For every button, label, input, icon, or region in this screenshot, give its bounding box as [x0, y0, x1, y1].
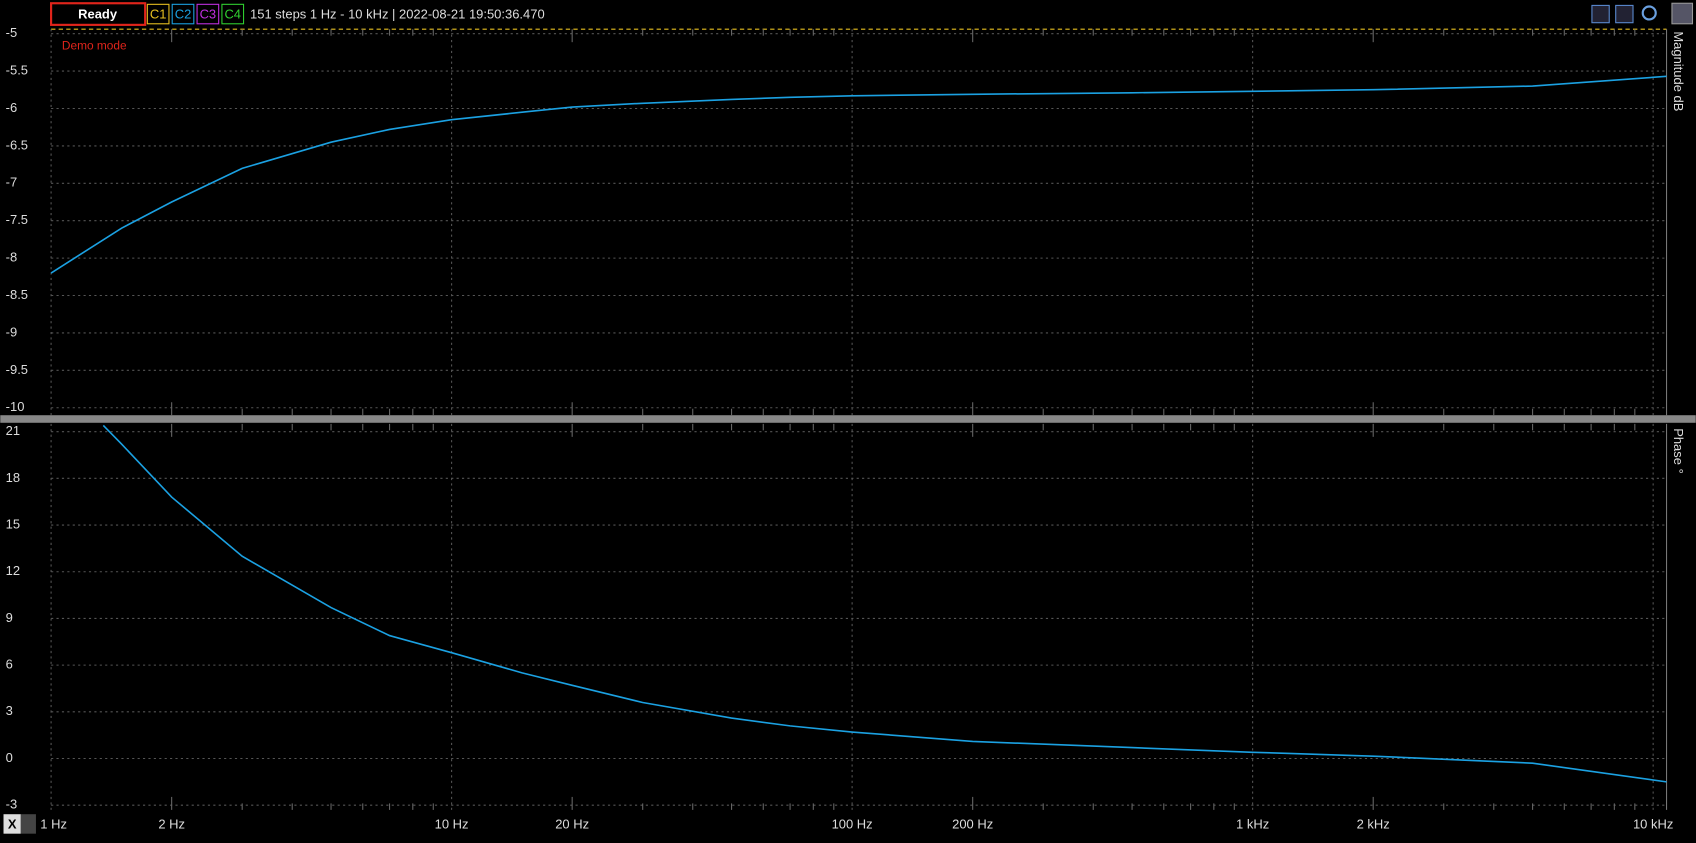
x-tick-label: 10 kHz [1633, 816, 1673, 831]
y-tick-label: -8.5 [6, 287, 28, 302]
status: Ready [78, 7, 118, 22]
y-tick-label: -7 [6, 175, 18, 190]
channel-box[interactable] [171, 3, 195, 25]
y-tick-label: -7.5 [6, 212, 28, 227]
series-line [102, 424, 1667, 783]
y-tick-label: -5 [6, 25, 18, 40]
y-tick-label: 21 [6, 423, 20, 438]
x-tick-label: 200 Hz [952, 816, 993, 831]
series-line [50, 75, 1667, 274]
x-tick-label: 20 Hz [555, 816, 589, 831]
y-tick-label: 12 [6, 563, 20, 578]
splitter[interactable] [0, 415, 1696, 423]
y-tick-label: -8 [6, 250, 18, 265]
channel-box[interactable] [221, 3, 245, 25]
x-tick-label: 2 kHz [1357, 816, 1390, 831]
x-tick-label: 1 Hz [40, 816, 67, 831]
dropdown-arrow[interactable] [20, 814, 36, 834]
icon-button[interactable] [1591, 4, 1610, 24]
x-tick-label: 2 Hz [158, 816, 185, 831]
y-tick-label: 15 [6, 516, 20, 531]
y-axis-label: Magnitude dB [1671, 31, 1686, 111]
channel-box[interactable] [146, 3, 170, 25]
y-axis-label: Phase ° [1671, 428, 1686, 474]
channel: C4 [224, 7, 241, 22]
annotation: Demo mode [62, 39, 127, 53]
y-tick-label: -3 [6, 797, 18, 812]
y-tick-label: 6 [6, 657, 13, 672]
y-tick-label: -6 [6, 100, 18, 115]
y-tick-label: 0 [6, 750, 13, 765]
channel: C1 [150, 7, 167, 22]
icon-button[interactable] [1615, 4, 1634, 24]
y-tick-label: -6.5 [6, 137, 28, 152]
settings-icon[interactable] [1671, 2, 1694, 25]
y-tick-label: -5.5 [6, 63, 28, 78]
status-box[interactable] [50, 2, 147, 26]
y-tick-label: -10 [6, 399, 25, 414]
x-tick-label: 100 Hz [832, 816, 873, 831]
x-selector[interactable] [3, 814, 21, 834]
x-selector-label: X [8, 816, 17, 831]
y-tick-label: -9 [6, 324, 18, 339]
x-tick-label: 10 Hz [435, 816, 469, 831]
channel-box[interactable] [196, 3, 220, 25]
y-tick-label: 18 [6, 470, 20, 485]
channel: C3 [200, 7, 217, 22]
x-tick-label: 1 kHz [1236, 816, 1269, 831]
y-tick-label: -9.5 [6, 362, 28, 377]
channel: C2 [175, 7, 192, 22]
y-tick-label: 9 [6, 610, 13, 625]
zoom-icon[interactable] [1641, 5, 1657, 21]
y-tick-label: 3 [6, 703, 13, 718]
toolbar-icons [1591, 2, 1694, 25]
sweep-info: 151 steps 1 Hz - 10 kHz | 2022-08-21 19:… [250, 7, 545, 22]
